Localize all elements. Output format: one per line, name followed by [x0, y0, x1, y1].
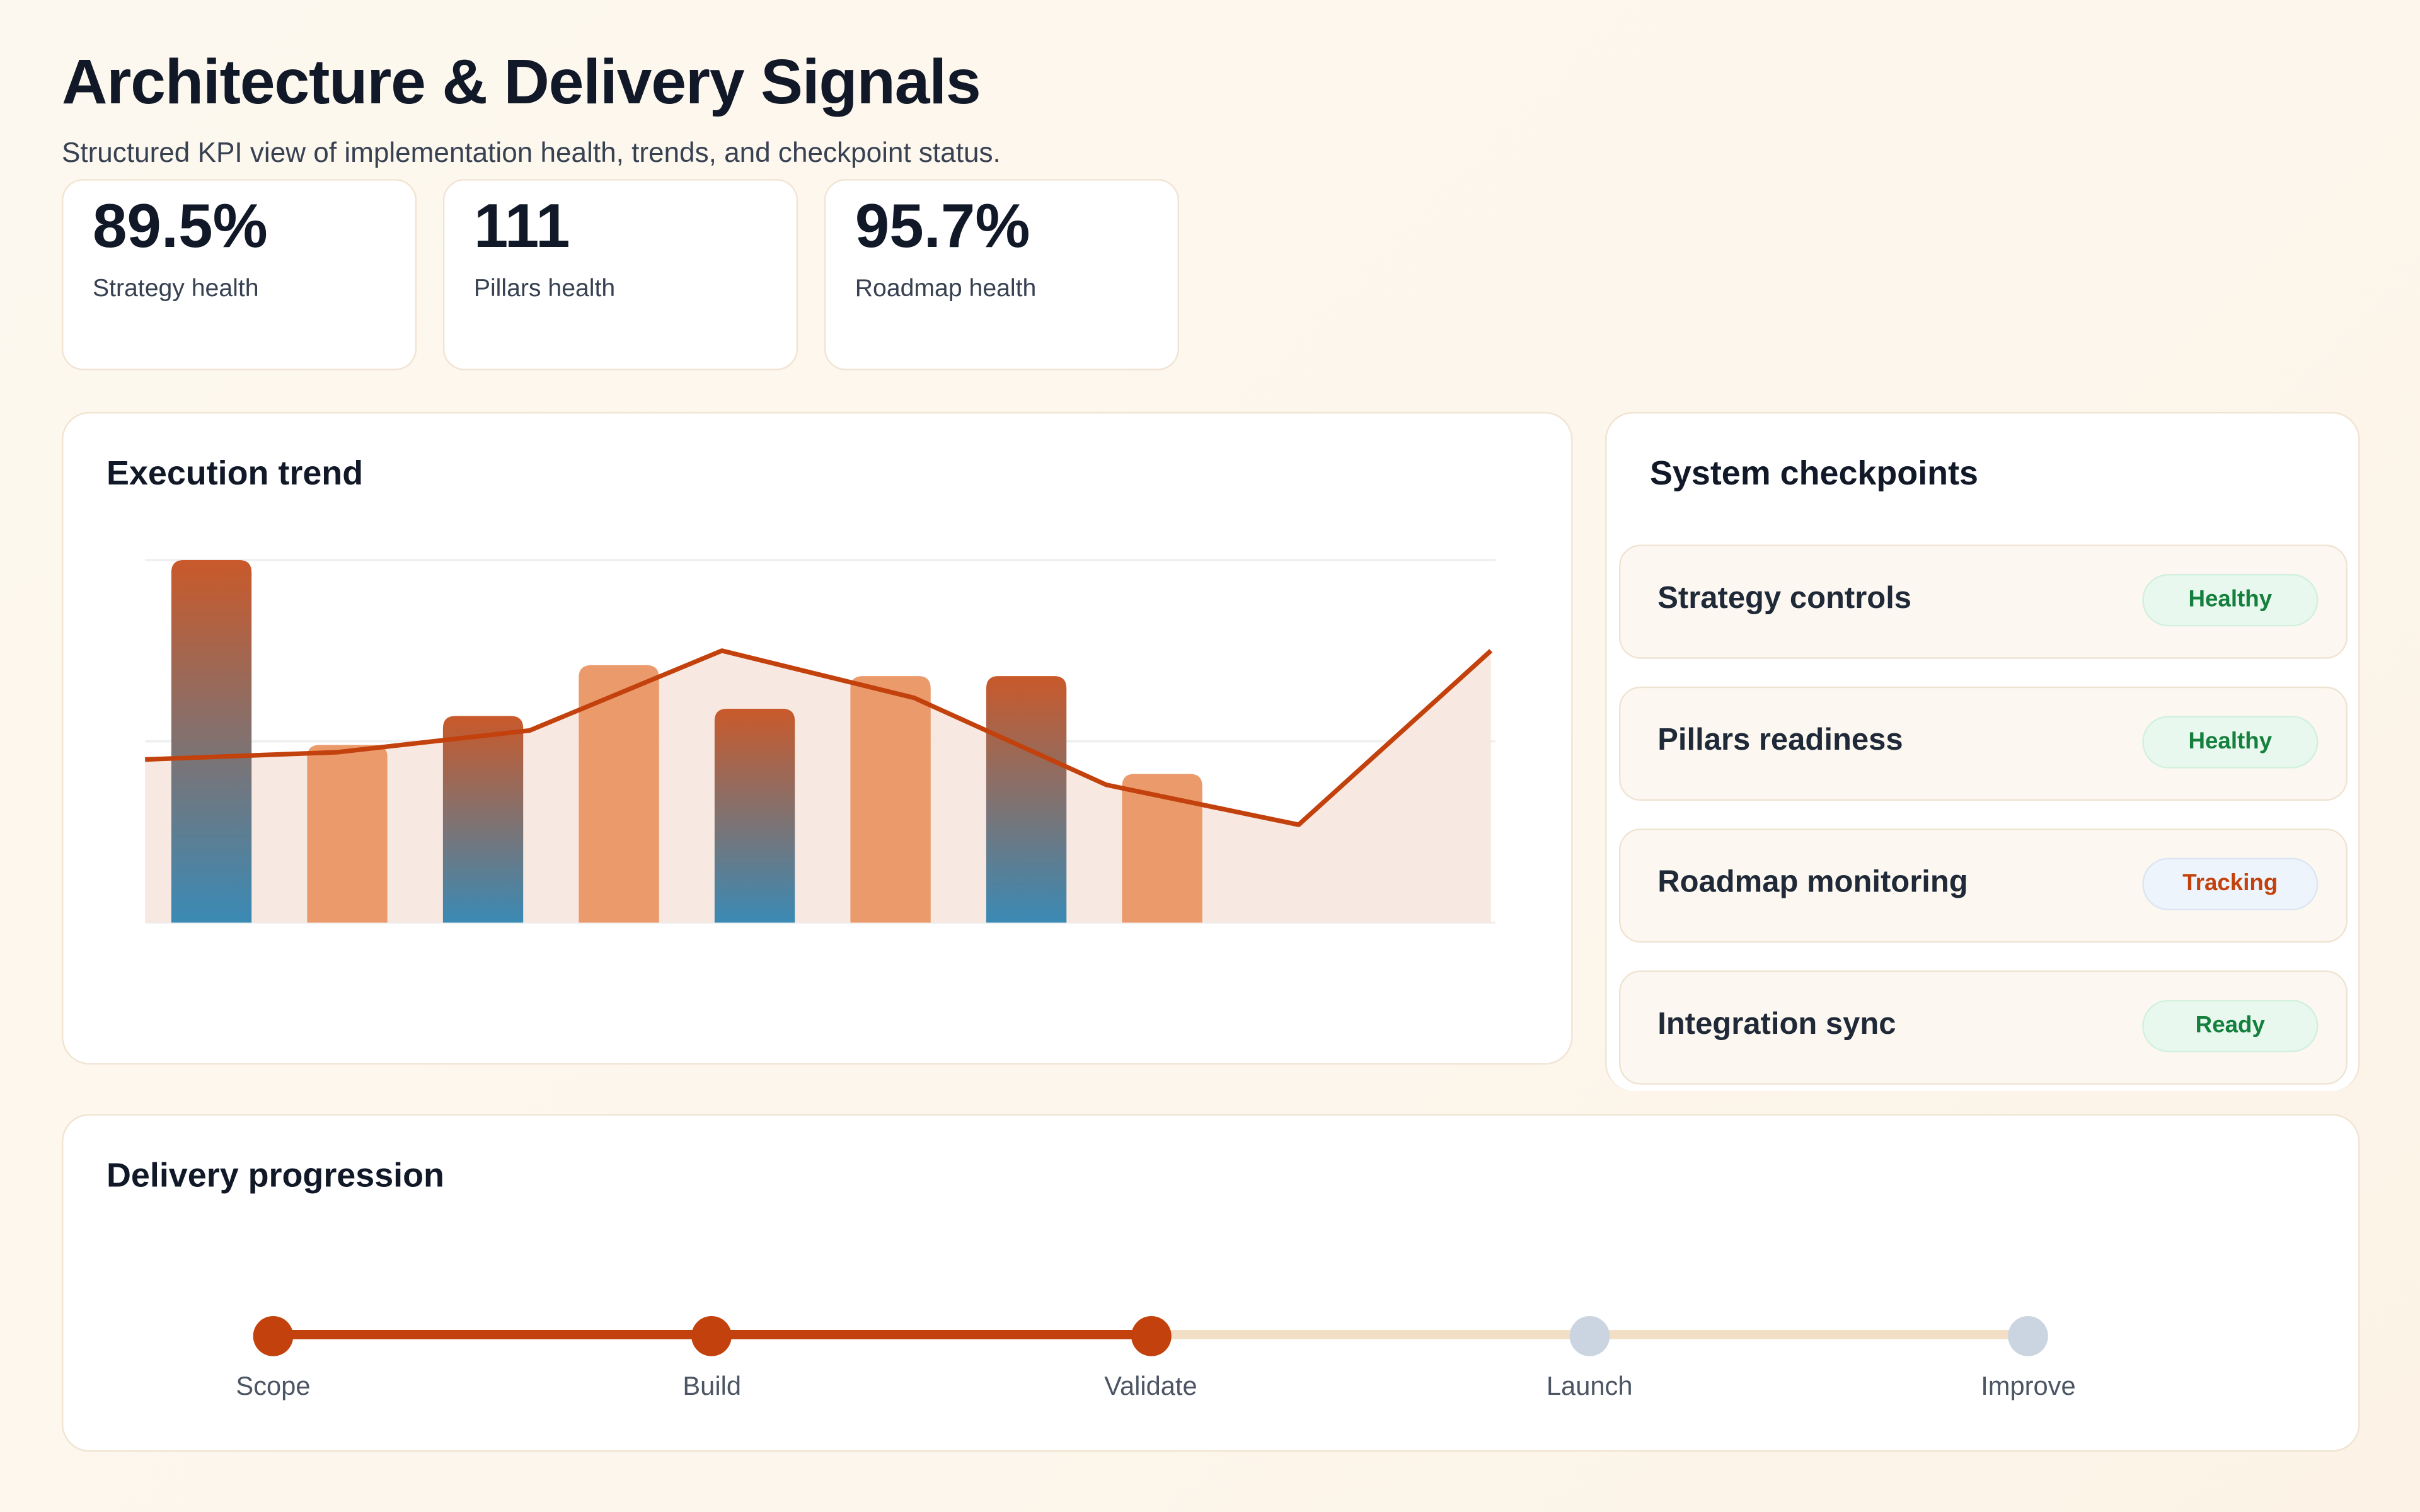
- checkpoint-item[interactable]: Strategy controls Healthy: [1619, 544, 2348, 659]
- step-label: Scope: [236, 1372, 311, 1401]
- status-badge: Ready: [2142, 999, 2319, 1053]
- checkpoint-item[interactable]: Integration sync Ready: [1619, 970, 2348, 1085]
- bar: [850, 676, 931, 923]
- step-dot: [691, 1315, 732, 1356]
- progression-stepper: Scope Build Validate Launch Improve: [63, 1116, 2361, 1453]
- step-label: Improve: [1981, 1372, 2076, 1401]
- kpi-card-strategy: 89.5% Strategy health: [61, 179, 417, 370]
- status-badge: Healthy: [2142, 716, 2319, 769]
- execution-trend-chart: [145, 559, 1496, 924]
- bar: [307, 745, 388, 923]
- step-dot: [253, 1315, 294, 1356]
- kpi-label: Strategy health: [92, 276, 259, 303]
- bar: [714, 708, 795, 923]
- checkpoint-name: Strategy controls: [1657, 581, 1912, 616]
- checkpoint-item[interactable]: Roadmap monitoring Tracking: [1619, 828, 2348, 943]
- page-subtitle: Structured KPI view of implementation he…: [61, 137, 1001, 168]
- bar: [986, 676, 1067, 923]
- checkpoint-name: Roadmap monitoring: [1657, 865, 1968, 900]
- kpi-label: Roadmap health: [855, 276, 1037, 303]
- system-checkpoints-card: System checkpoints Strategy controls Hea…: [1605, 411, 2360, 1091]
- progression-title: Delivery progression: [106, 1155, 445, 1194]
- execution-trend-card: Execution trend: [61, 411, 1573, 1065]
- step-label: Validate: [1104, 1372, 1197, 1401]
- step-dot: [2008, 1315, 2049, 1356]
- bar: [442, 716, 524, 923]
- step-dot: [1131, 1315, 1171, 1356]
- kpi-value: 95.7%: [855, 193, 1030, 261]
- bar: [579, 665, 659, 923]
- page-title: Architecture & Delivery Signals: [61, 46, 981, 118]
- status-badge: Healthy: [2142, 574, 2319, 627]
- step-label: Build: [683, 1372, 742, 1401]
- step-dot: [1569, 1315, 1610, 1356]
- bar: [171, 559, 252, 923]
- checkpoint-name: Integration sync: [1657, 1007, 1896, 1042]
- bar: [1122, 774, 1202, 923]
- delivery-progression-card: Delivery progression Scope Build Validate L…: [61, 1114, 2361, 1453]
- kpi-card-roadmap: 95.7% Roadmap health: [824, 179, 1180, 370]
- kpi-value: 89.5%: [92, 193, 268, 261]
- kpi-card-pillars: 111 Pillars health: [442, 179, 798, 370]
- kpi-value: 111: [473, 193, 570, 261]
- checkpoint-item[interactable]: Pillars readiness Healthy: [1619, 686, 2348, 801]
- step-label: Launch: [1546, 1372, 1633, 1401]
- trend-line: [145, 648, 1493, 827]
- checkpoint-name: Pillars readiness: [1657, 723, 1903, 758]
- chart-title: Execution trend: [106, 454, 364, 493]
- kpi-label: Pillars health: [473, 276, 616, 303]
- checkpoints-title: System checkpoints: [1649, 454, 1979, 493]
- status-badge: Tracking: [2142, 857, 2319, 910]
